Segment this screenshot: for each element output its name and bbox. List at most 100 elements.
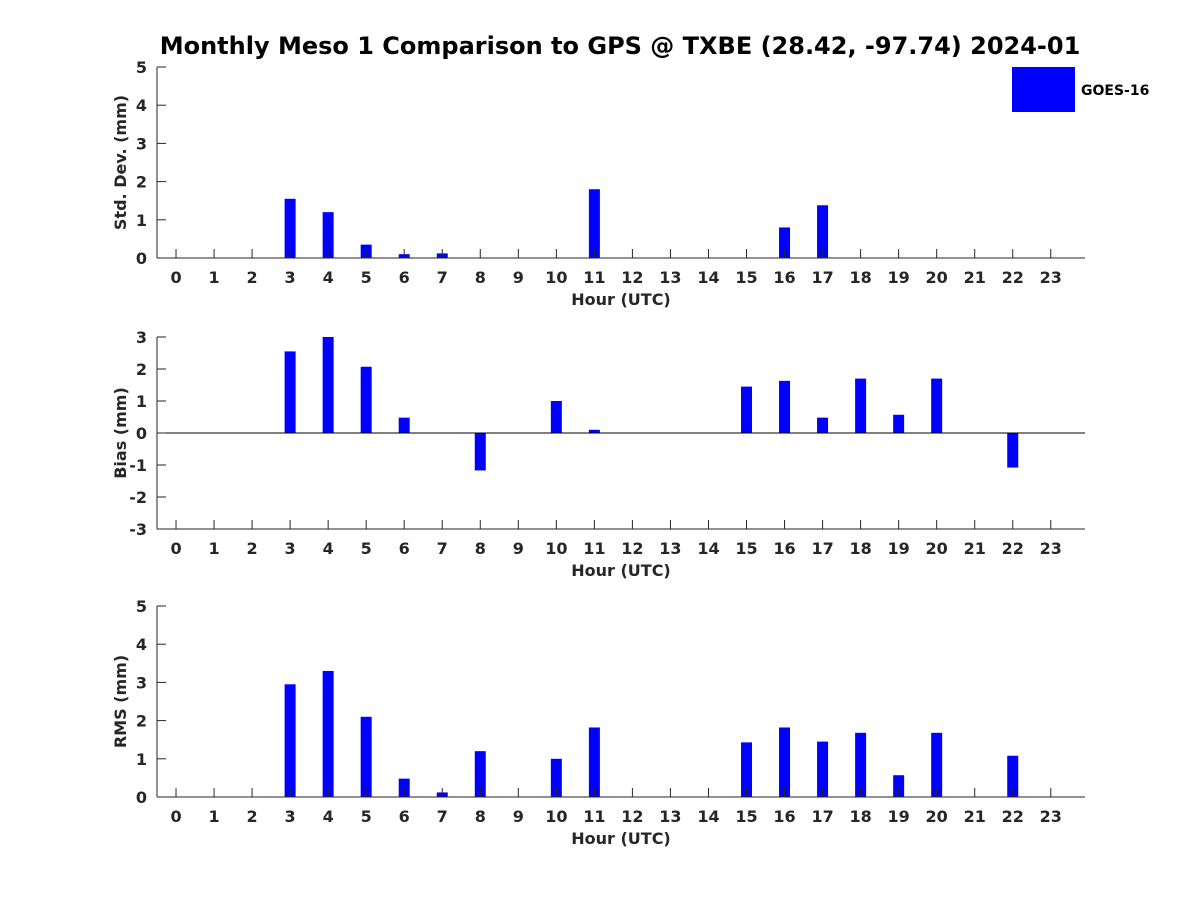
- x-tick-label: 18: [849, 268, 871, 287]
- legend-label: GOES-16: [1081, 83, 1149, 99]
- x-tick-label: 16: [773, 268, 795, 287]
- x-tick-label: 12: [621, 807, 643, 826]
- bar-hour-6: [398, 417, 410, 433]
- bar-hour-5: [360, 366, 372, 433]
- y-tick-label: 3: [136, 328, 147, 347]
- x-tick-label: 7: [437, 268, 448, 287]
- bar-hour-22: [1007, 755, 1019, 797]
- x-tick-label: 4: [323, 268, 334, 287]
- bar-hour-15: [741, 742, 753, 797]
- x-tick-label: 10: [545, 268, 567, 287]
- x-tick-label: 8: [475, 539, 486, 558]
- x-tick-label: 22: [1002, 807, 1024, 826]
- y-tick-label: 3: [136, 673, 147, 692]
- x-tick-label: 6: [399, 539, 410, 558]
- y-axis-label: RMS (mm): [111, 655, 130, 748]
- y-tick-label: 2: [136, 173, 147, 192]
- x-tick-label: 18: [849, 539, 871, 558]
- x-tick-label: 12: [621, 268, 643, 287]
- x-tick-label: 2: [247, 268, 258, 287]
- x-tick-label: 3: [285, 539, 296, 558]
- bar-hour-22: [1007, 433, 1019, 468]
- x-tick-label: 11: [583, 539, 605, 558]
- x-tick-label: 1: [208, 268, 219, 287]
- y-tick-label: 1: [136, 750, 147, 769]
- x-tick-label: 15: [735, 539, 757, 558]
- bar-hour-17: [817, 417, 829, 433]
- x-tick-label: 17: [811, 807, 833, 826]
- x-tick-label: 2: [247, 539, 258, 558]
- bar-hour-5: [360, 716, 372, 797]
- x-tick-label: 7: [437, 807, 448, 826]
- x-tick-label: 4: [323, 807, 334, 826]
- x-tick-label: 12: [621, 539, 643, 558]
- bar-hour-20: [931, 732, 943, 797]
- x-tick-label: 10: [545, 539, 567, 558]
- x-tick-label: 21: [964, 807, 986, 826]
- bar-hour-20: [931, 378, 943, 433]
- bar-hour-16: [779, 727, 791, 797]
- x-tick-label: 19: [888, 268, 910, 287]
- bar-hour-10: [550, 401, 562, 433]
- chart-title: Monthly Meso 1 Comparison to GPS @ TXBE …: [160, 32, 1081, 60]
- x-tick-label: 11: [583, 268, 605, 287]
- x-tick-label: 6: [399, 268, 410, 287]
- y-axis-label: Std. Dev. (mm): [111, 95, 130, 230]
- x-tick-label: 21: [964, 268, 986, 287]
- x-tick-label: 11: [583, 807, 605, 826]
- x-tick-label: 23: [1040, 807, 1062, 826]
- x-tick-label: 0: [170, 539, 181, 558]
- x-tick-label: 14: [697, 539, 719, 558]
- x-tick-label: 14: [697, 807, 719, 826]
- y-tick-label: 4: [136, 96, 147, 115]
- y-tick-label: 2: [136, 712, 147, 731]
- x-tick-label: 15: [735, 268, 757, 287]
- bar-hour-19: [893, 775, 905, 797]
- y-axis-label: Bias (mm): [111, 387, 130, 479]
- y-tick-label: 1: [136, 211, 147, 230]
- bar-hour-3: [284, 684, 296, 797]
- x-tick-label: 5: [361, 539, 372, 558]
- bar-hour-6: [398, 778, 410, 797]
- bar-hour-4: [322, 212, 334, 258]
- y-tick-label: 0: [136, 788, 147, 807]
- x-tick-label: 17: [811, 268, 833, 287]
- x-tick-label: 9: [513, 268, 524, 287]
- bar-hour-11: [588, 429, 600, 433]
- y-tick-label: 4: [136, 635, 147, 654]
- x-tick-label: 20: [926, 539, 948, 558]
- x-tick-label: 5: [361, 807, 372, 826]
- x-tick-label: 20: [926, 268, 948, 287]
- legend-swatch-goes-16: [1012, 67, 1075, 112]
- bar-hour-18: [855, 378, 867, 433]
- x-tick-label: 19: [888, 807, 910, 826]
- x-tick-label: 1: [208, 807, 219, 826]
- bar-hour-11: [588, 189, 600, 258]
- x-tick-label: 4: [323, 539, 334, 558]
- x-tick-label: 19: [888, 539, 910, 558]
- x-tick-label: 6: [399, 807, 410, 826]
- x-tick-label: 16: [773, 807, 795, 826]
- x-tick-label: 15: [735, 807, 757, 826]
- y-tick-label: -3: [129, 520, 147, 539]
- bar-hour-4: [322, 337, 334, 433]
- bar-hour-16: [779, 380, 791, 433]
- x-tick-label: 22: [1002, 268, 1024, 287]
- x-tick-label: 9: [513, 807, 524, 826]
- x-tick-label: 16: [773, 539, 795, 558]
- y-tick-label: 5: [136, 597, 147, 616]
- x-tick-label: 7: [437, 539, 448, 558]
- bar-hour-16: [779, 227, 791, 258]
- x-axis-label: Hour (UTC): [571, 561, 671, 580]
- bar-hour-3: [284, 198, 296, 258]
- x-tick-label: 0: [170, 807, 181, 826]
- y-tick-label: 1: [136, 392, 147, 411]
- bar-hour-10: [550, 758, 562, 797]
- x-tick-label: 1: [208, 539, 219, 558]
- bar-hour-8: [474, 433, 486, 471]
- x-tick-label: 10: [545, 807, 567, 826]
- bar-hour-15: [741, 386, 753, 433]
